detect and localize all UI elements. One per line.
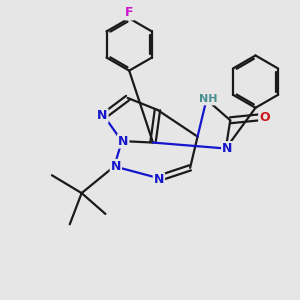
Text: N: N (97, 109, 108, 122)
Text: O: O (259, 111, 270, 124)
Text: N: N (222, 142, 232, 155)
Text: N: N (154, 173, 164, 186)
Text: N: N (118, 135, 128, 148)
Text: NH: NH (199, 94, 217, 104)
Text: N: N (111, 160, 121, 173)
Text: F: F (125, 7, 134, 20)
